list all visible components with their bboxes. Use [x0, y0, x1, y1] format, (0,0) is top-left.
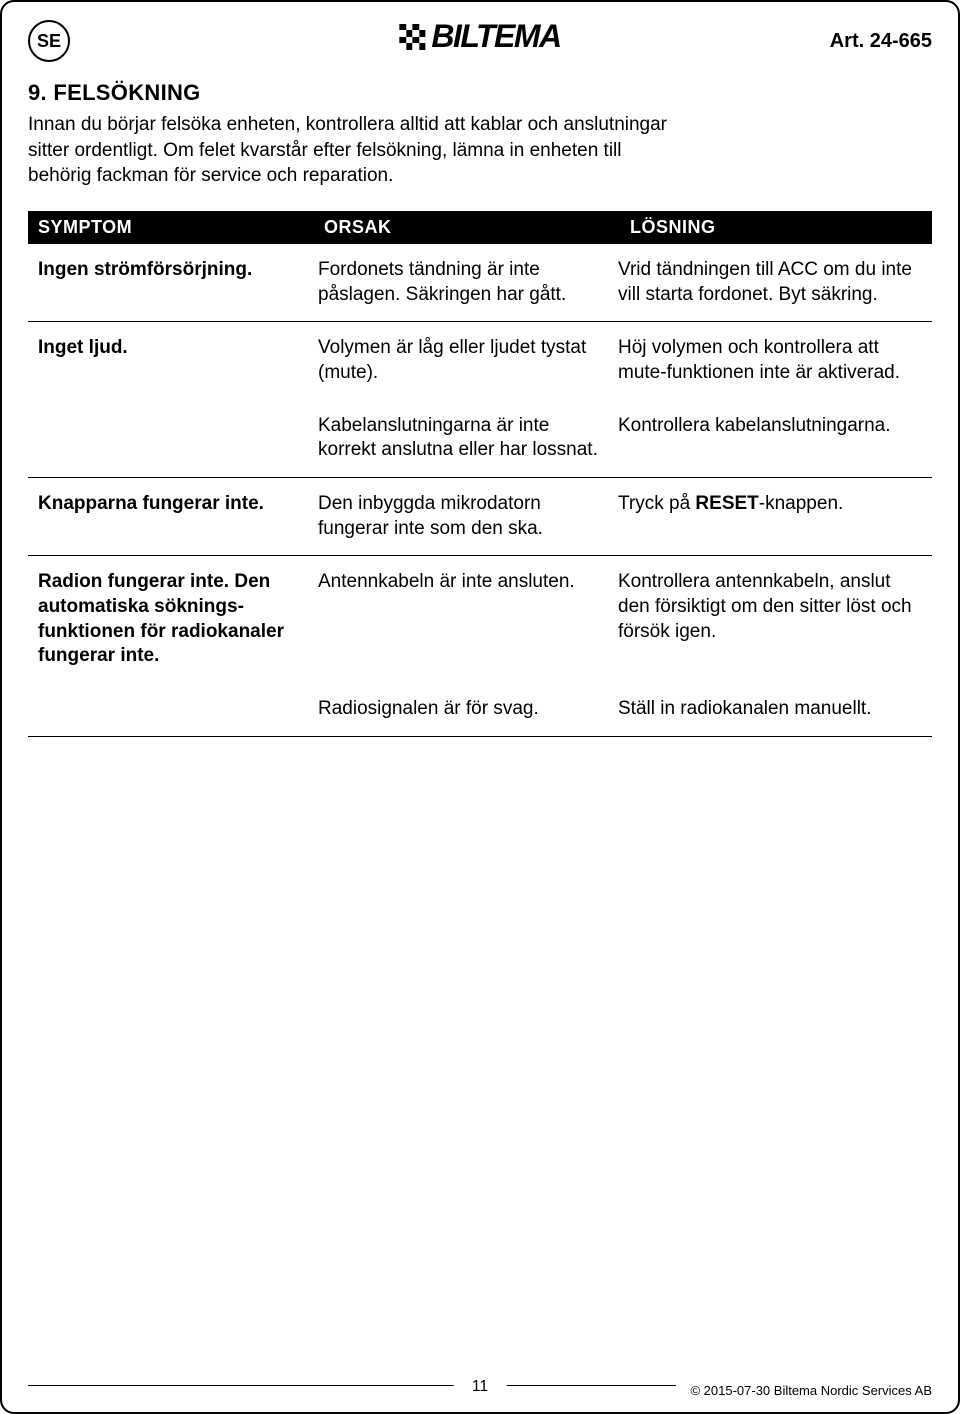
- orsak-cell: Volymen är låg eller ljudet tystat (mute…: [318, 336, 618, 385]
- table-body: Ingen strömförsörjning. Fordonets tändni…: [28, 244, 932, 737]
- page-header: SE BILTEMA Art. 24-665: [28, 20, 932, 62]
- orsak-cell: Den inbyggda mikrodatorn fungerar inte s…: [318, 492, 618, 541]
- symptom-cell: Ingen strömförsörjning.: [38, 258, 318, 307]
- symptom-cell: Inget ljud.: [38, 336, 318, 385]
- losning-cell: Vrid tändningen till ACC om du inte vill…: [618, 258, 922, 307]
- losning-bold: RESET: [695, 493, 758, 514]
- losning-cell: Höj volymen och kontrollera att mute-fun…: [618, 336, 922, 385]
- table-row: Inget ljud. Volymen är låg eller ljudet …: [28, 322, 932, 399]
- losning-cell: Kontrollera antennkabeln, anslut den för…: [618, 570, 922, 669]
- row-divider: [28, 736, 932, 737]
- brand-logo: BILTEMA: [399, 18, 560, 55]
- logo-text: BILTEMA: [431, 18, 560, 55]
- country-badge: SE: [28, 20, 70, 62]
- col-orsak: ORSAK: [314, 211, 614, 244]
- losning-cell: Tryck på RESET-knappen.: [618, 492, 922, 541]
- page-number: 11: [454, 1378, 507, 1396]
- orsak-cell: Fordonets tändning är inte påslagen. Säk…: [318, 258, 618, 307]
- symptom-cell: Knapparna fungerar inte.: [38, 492, 318, 541]
- section-title: 9. FELSÖKNING: [28, 80, 932, 106]
- table-subrow: Radiosignalen är för svag. Ställ in radi…: [28, 683, 932, 736]
- checker-icon: [399, 24, 425, 50]
- section-intro: Innan du börjar felsöka enheten, kontrol…: [28, 112, 668, 189]
- orsak-cell: Antennkabeln är inte ansluten.: [318, 570, 618, 669]
- table-subrow: Kabelanslutningarna är inte korrekt ansl…: [28, 400, 932, 477]
- table-row: Ingen strömförsörjning. Fordonets tändni…: [28, 244, 932, 321]
- orsak-cell: Kabelanslutningarna är inte korrekt ansl…: [318, 414, 618, 463]
- table-header: SYMPTOM ORSAK LÖSNING: [28, 211, 932, 244]
- article-number: Art. 24-665: [830, 30, 932, 53]
- page-frame: SE BILTEMA Art. 24-665 9. FELSÖKNING Inn…: [0, 0, 960, 1414]
- copyright-text: © 2015-07-30 Biltema Nordic Services AB: [676, 1383, 932, 1398]
- losning-prefix: Tryck på: [618, 493, 695, 514]
- empty-cell: [38, 697, 318, 722]
- country-code: SE: [37, 31, 61, 52]
- symptom-cell: Radion fungerar inte. Den automatiska sö…: [38, 570, 318, 669]
- col-losning: LÖSNING: [620, 211, 932, 244]
- orsak-cell: Radiosignalen är för svag.: [318, 697, 618, 722]
- table-row: Radion fungerar inte. Den automatiska sö…: [28, 556, 932, 683]
- losning-suffix: -knappen.: [759, 493, 844, 514]
- losning-cell: Ställ in radiokanalen manuellt.: [618, 697, 922, 722]
- losning-cell: Kontrollera kabelanslutningarna.: [618, 414, 922, 463]
- table-row: Knapparna fungerar inte. Den inbyggda mi…: [28, 478, 932, 555]
- empty-cell: [38, 414, 318, 463]
- col-symptom: SYMPTOM: [28, 211, 308, 244]
